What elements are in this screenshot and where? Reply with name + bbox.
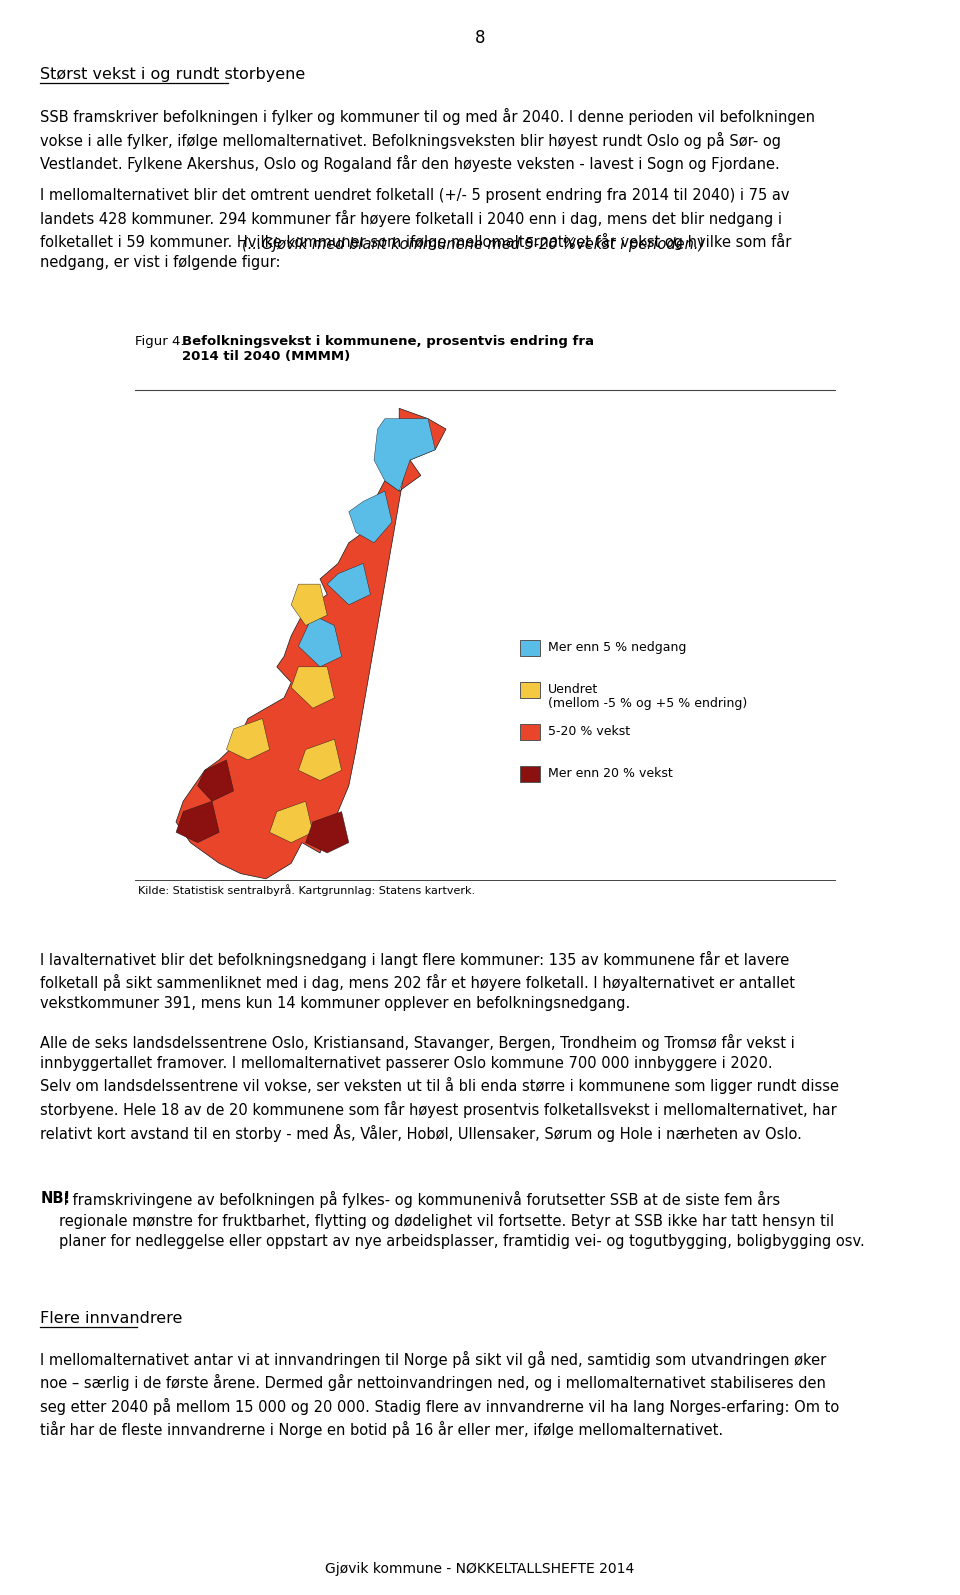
Polygon shape	[305, 812, 348, 853]
Text: Befolkningsvekst i kommunene, prosentvis endring fra
2014 til 2040 (MMMM): Befolkningsvekst i kommunene, prosentvis…	[181, 335, 594, 364]
Bar	[520, 724, 540, 740]
Text: (mellom -5 % og +5 % endring): (mellom -5 % og +5 % endring)	[548, 697, 747, 710]
Polygon shape	[176, 801, 219, 842]
Bar	[520, 766, 540, 782]
Text: (...Gjøvik med blant kommunene med 5-20 %vekst i perioden.): (...Gjøvik med blant kommunene med 5-20 …	[242, 236, 704, 252]
Bar	[520, 683, 540, 699]
Bar	[520, 640, 540, 656]
Text: 5-20 % vekst: 5-20 % vekst	[548, 726, 630, 738]
Text: Uendret: Uendret	[548, 683, 598, 695]
Text: Mer enn 20 % vekst: Mer enn 20 % vekst	[548, 767, 673, 780]
Text: I mellomalternativet antar vi at innvandringen til Norge på sikt vil gå ned, sam: I mellomalternativet antar vi at innvand…	[40, 1351, 840, 1439]
Text: SSB framskriver befolkningen i fylker og kommuner til og med år 2040. I denne pe: SSB framskriver befolkningen i fylker og…	[40, 108, 815, 172]
Polygon shape	[270, 801, 313, 842]
Polygon shape	[299, 616, 342, 667]
Polygon shape	[198, 759, 233, 801]
Text: Mer enn 5 % nedgang: Mer enn 5 % nedgang	[548, 641, 686, 654]
Polygon shape	[348, 491, 392, 542]
Text: Flere innvandrere: Flere innvandrere	[40, 1311, 182, 1325]
Text: Størst vekst i og rundt storbyene: Størst vekst i og rundt storbyene	[40, 67, 305, 81]
Text: NB!: NB!	[40, 1191, 70, 1206]
Text: Figur 4.: Figur 4.	[135, 335, 189, 348]
Text: Alle de seks landsdelssentrene Oslo, Kristiansand, Stavanger, Bergen, Trondheim : Alle de seks landsdelssentrene Oslo, Kri…	[40, 1034, 839, 1142]
Polygon shape	[374, 418, 435, 491]
Text: I mellomalternativet blir det omtrent uendret folketall (+/- 5 prosent endring f: I mellomalternativet blir det omtrent ue…	[40, 188, 792, 270]
Polygon shape	[327, 563, 371, 605]
Text: Kilde: Statistisk sentralbyrå. Kartgrunnlag: Statens kartverk.: Kilde: Statistisk sentralbyrå. Kartgrunn…	[138, 884, 475, 896]
Polygon shape	[291, 667, 334, 708]
Text: I framskrivingene av befolkningen på fylkes- og kommunenivå forutsetter SSB at d: I framskrivingene av befolkningen på fyl…	[59, 1191, 865, 1249]
Text: Gjøvik kommune - NØKKELTALLSHEFTE 2014: Gjøvik kommune - NØKKELTALLSHEFTE 2014	[325, 1562, 635, 1576]
Text: 8: 8	[475, 29, 485, 46]
Text: I lavalternativet blir det befolkningsnedgang i langt flere kommuner: 135 av kom: I lavalternativet blir det befolkningsne…	[40, 951, 795, 1011]
Polygon shape	[176, 408, 446, 879]
Polygon shape	[227, 718, 270, 759]
Polygon shape	[291, 584, 327, 625]
Polygon shape	[299, 738, 342, 780]
